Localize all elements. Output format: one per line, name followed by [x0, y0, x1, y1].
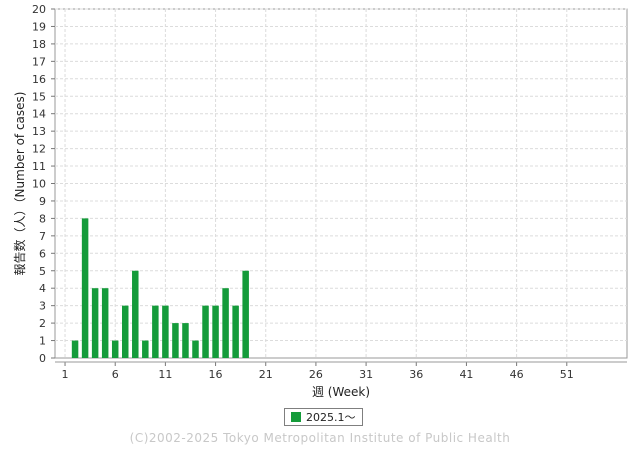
y-tick-label: 19 [32, 20, 46, 33]
x-tick-label: 11 [158, 368, 172, 381]
x-axis-title: 週 (Week) [312, 385, 370, 399]
y-tick-label: 7 [39, 230, 46, 243]
x-tick-label: 6 [112, 368, 119, 381]
copyright-notice: (C)2002-2025 Tokyo Metropolitan Institut… [129, 431, 511, 445]
x-tick-label: 26 [309, 368, 323, 381]
bar [132, 270, 139, 358]
x-tick-label: 51 [560, 368, 574, 381]
legend-swatch [291, 412, 301, 422]
y-tick-label: 18 [32, 38, 46, 51]
x-tick-label: 41 [459, 368, 473, 381]
y-tick-label: 8 [39, 212, 46, 225]
legend: 2025.1〜 [284, 408, 363, 426]
bar [121, 305, 129, 358]
y-tick-label: 20 [32, 3, 46, 16]
y-tick-label: 1 [39, 335, 46, 348]
y-axis-title: 報告数（人）（Number of cases) [12, 92, 27, 276]
bar [142, 340, 149, 358]
y-tick-label: 4 [39, 282, 46, 295]
y-tick-label: 9 [39, 195, 46, 208]
bar [222, 288, 229, 358]
y-tick-label: 14 [32, 108, 46, 121]
x-tick-label: 16 [209, 368, 223, 381]
y-tick-label: 12 [32, 143, 46, 156]
bar [182, 323, 189, 358]
y-tick-label: 5 [39, 265, 46, 278]
bar [172, 323, 179, 358]
y-tick-label: 2 [39, 317, 46, 330]
y-tick-label: 6 [39, 247, 46, 260]
bar [192, 340, 199, 358]
legend-label: 2025.1〜 [306, 411, 356, 424]
bar [101, 288, 109, 358]
y-tick-label: 17 [32, 55, 46, 68]
bar [152, 305, 159, 358]
x-tick-label: 1 [62, 368, 69, 381]
x-tick-label: 36 [409, 368, 423, 381]
bar [91, 288, 99, 358]
y-tick-label: 15 [32, 90, 46, 103]
bar [202, 305, 209, 358]
bar [162, 305, 169, 358]
bar [111, 340, 119, 358]
bar [71, 340, 79, 358]
x-tick-label: 46 [510, 368, 524, 381]
y-tick-label: 0 [39, 352, 46, 365]
bar [212, 305, 219, 358]
bar [242, 270, 249, 358]
x-tick-label: 21 [259, 368, 273, 381]
bar [81, 218, 89, 358]
y-tick-label: 16 [32, 73, 46, 86]
bar [232, 305, 239, 358]
y-tick-label: 10 [32, 178, 46, 191]
y-tick-label: 13 [32, 125, 46, 138]
y-tick-label: 11 [32, 160, 46, 173]
x-tick-label: 31 [359, 368, 373, 381]
y-tick-label: 3 [39, 300, 46, 313]
